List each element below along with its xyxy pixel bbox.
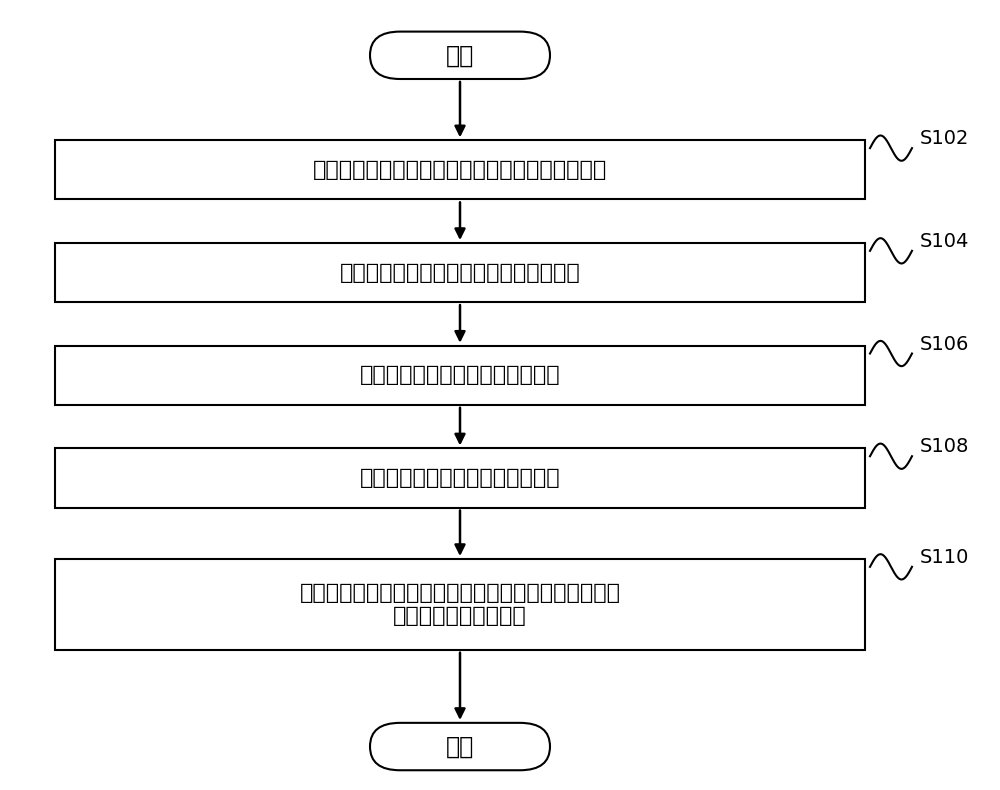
Text: 确定对应于电流突变子值的突变值: 确定对应于电流突变子值的突变值	[360, 365, 560, 386]
Bar	[55, 243, 865, 302]
Text: 若小波模平均值满足预设公式，则确定在采集第一电流
值的时间执行故障启动: 若小波模平均值满足预设公式，则确定在采集第一电流 值的时间执行故障启动	[300, 583, 620, 626]
Text: S102: S102	[920, 129, 969, 149]
Bar	[55, 559, 865, 649]
Text: S106: S106	[920, 334, 969, 354]
Text: 确定与突变值对应的小波模平均值: 确定与突变值对应的小波模平均值	[360, 468, 560, 488]
Text: 结束: 结束	[446, 735, 474, 758]
Text: S110: S110	[920, 547, 969, 567]
Text: S108: S108	[920, 437, 969, 457]
Text: 开始: 开始	[446, 43, 474, 67]
Bar	[55, 449, 865, 507]
Text: 在第一周期内以预设间隔采集至少一个第一电流值: 在第一周期内以预设间隔采集至少一个第一电流值	[313, 160, 607, 180]
FancyBboxPatch shape	[370, 32, 550, 79]
Text: S104: S104	[920, 231, 969, 251]
Text: 确定每个第一电流值对应的电流突变子值: 确定每个第一电流值对应的电流突变子值	[340, 262, 580, 283]
Bar	[55, 140, 865, 199]
Bar	[55, 346, 865, 404]
FancyBboxPatch shape	[370, 723, 550, 770]
